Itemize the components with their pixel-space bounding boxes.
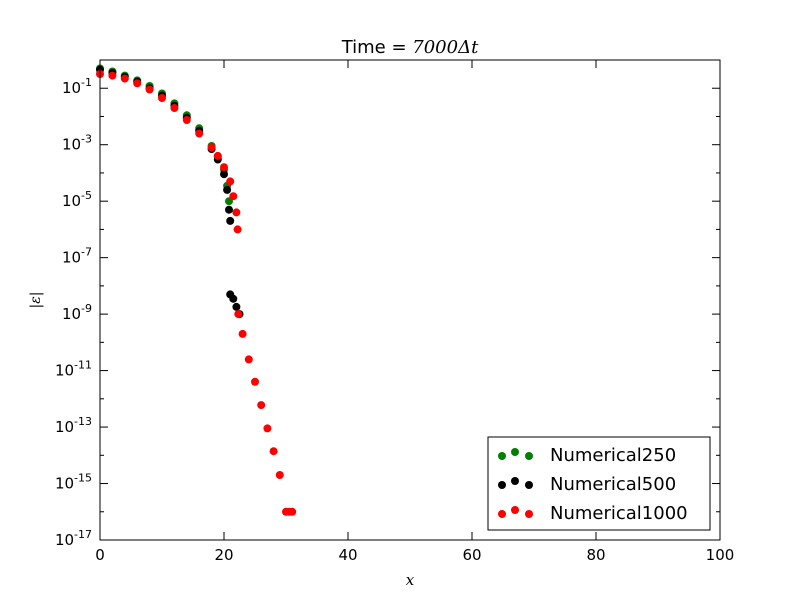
data-point	[223, 185, 232, 194]
data-point	[238, 329, 247, 338]
y-tick-label: 10-9	[62, 302, 92, 323]
data-point	[234, 310, 243, 319]
legend: Numerical250 Numerical500 Numerical1000	[487, 436, 711, 531]
y-tick-label: 10-7	[62, 246, 92, 267]
y-tick-label: 10-1	[62, 76, 92, 97]
legend-frame	[487, 436, 711, 531]
data-point	[220, 170, 228, 179]
series-Numerical1000	[96, 70, 297, 516]
legend-marker	[511, 477, 519, 485]
x-tick-label: 100	[706, 546, 735, 564]
data-point	[108, 71, 117, 80]
data-point	[170, 104, 179, 112]
data-point	[229, 294, 238, 303]
x-tick-label: 60	[462, 546, 481, 564]
y-tick-label: 10-13	[55, 415, 92, 436]
data-point	[244, 355, 253, 364]
x-tick-label: 20	[214, 546, 233, 564]
data-point	[257, 401, 266, 410]
y-tick-label: 10-11	[55, 359, 92, 380]
data-point	[225, 205, 233, 214]
data-point	[158, 94, 166, 102]
x-axis-label: x	[406, 571, 415, 589]
data-point	[229, 192, 238, 201]
data-point	[195, 129, 204, 138]
chart-title: Time = 7000Δt	[341, 37, 479, 58]
data-point	[207, 143, 216, 152]
y-tick-label: 10-17	[55, 528, 92, 549]
data-point	[133, 79, 142, 88]
legend-label: Numerical250	[550, 445, 676, 466]
y-tick-label: 10-15	[55, 472, 92, 493]
plot-frame	[99, 59, 721, 541]
data-point	[288, 507, 297, 516]
y-tick-label: 10-3	[62, 133, 92, 154]
x-tick-label: 40	[338, 546, 357, 564]
legend-marker	[525, 452, 533, 460]
data-point	[226, 177, 235, 186]
data-point	[232, 208, 241, 217]
legend-marker	[498, 452, 506, 460]
data-point	[182, 116, 191, 124]
data-point	[145, 85, 154, 94]
legend-marker	[525, 481, 533, 489]
data-point	[269, 447, 278, 456]
data-point	[220, 163, 228, 172]
legend-marker	[511, 506, 519, 514]
x-tick-label: 0	[95, 546, 105, 564]
legend-marker	[511, 448, 519, 456]
legend-label: Numerical500	[550, 474, 676, 495]
data-point	[233, 225, 242, 234]
legend-item: Numerical500	[498, 474, 676, 495]
legend-item: Numerical1000	[498, 503, 688, 524]
data-point	[232, 302, 241, 311]
x-axis: 0 20 40 60 80 100	[95, 60, 734, 564]
data-point	[120, 74, 129, 83]
data-point	[275, 471, 284, 479]
y-axis: 10-1 10-3 10-5 10-7 10-9 10-11 10-13 10-15 10-17	[55, 59, 720, 549]
y-tick-label: 10-5	[62, 189, 92, 210]
y-axis-label: |ε|	[28, 292, 44, 309]
data-point	[226, 216, 235, 225]
data-point	[251, 377, 259, 386]
legend-marker	[498, 481, 506, 489]
data-point	[213, 151, 222, 160]
legend-marker	[525, 510, 533, 518]
x-tick-label: 80	[586, 546, 605, 564]
data-point	[263, 424, 272, 433]
legend-item: Numerical250	[498, 445, 676, 466]
legend-label: Numerical1000	[550, 503, 688, 524]
legend-marker	[498, 510, 506, 518]
